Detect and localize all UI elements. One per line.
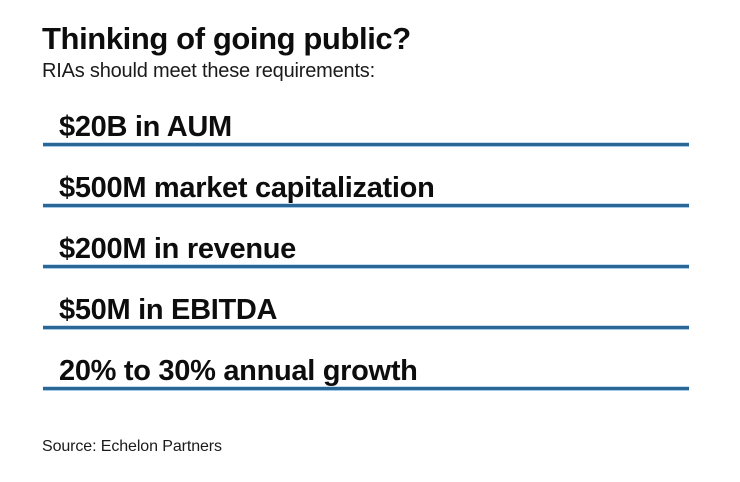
header: Thinking of going public? RIAs should me…: [42, 21, 411, 82]
requirement-label: 20% to 30% annual growth: [59, 355, 418, 387]
list-item-aum: $20B in AUM: [43, 82, 689, 146]
underline-rule: [43, 143, 689, 146]
page-subtitle: RIAs should meet these requirements:: [42, 59, 375, 82]
underline-rule: [43, 387, 689, 390]
underline-rule: [43, 265, 689, 268]
requirement-label: $50M in EBITDA: [59, 294, 278, 326]
list-item-market-cap: $500M market capitalization: [43, 143, 689, 207]
underline-rule: [43, 326, 689, 329]
list-item-growth: 20% to 30% annual growth: [43, 326, 689, 390]
underline-rule: [43, 204, 689, 207]
source-note: Source: Echelon Partners: [42, 438, 222, 455]
list-item-ebitda: $50M in EBITDA: [43, 265, 689, 329]
requirement-label: $500M market capitalization: [59, 172, 435, 204]
requirements-list: $20B in AUM $500M market capitalization …: [43, 82, 689, 390]
page-title: Thinking of going public?: [42, 21, 411, 56]
list-item-revenue: $200M in revenue: [43, 204, 689, 268]
requirement-label: $200M in revenue: [59, 233, 296, 265]
requirement-label: $20B in AUM: [59, 111, 232, 143]
